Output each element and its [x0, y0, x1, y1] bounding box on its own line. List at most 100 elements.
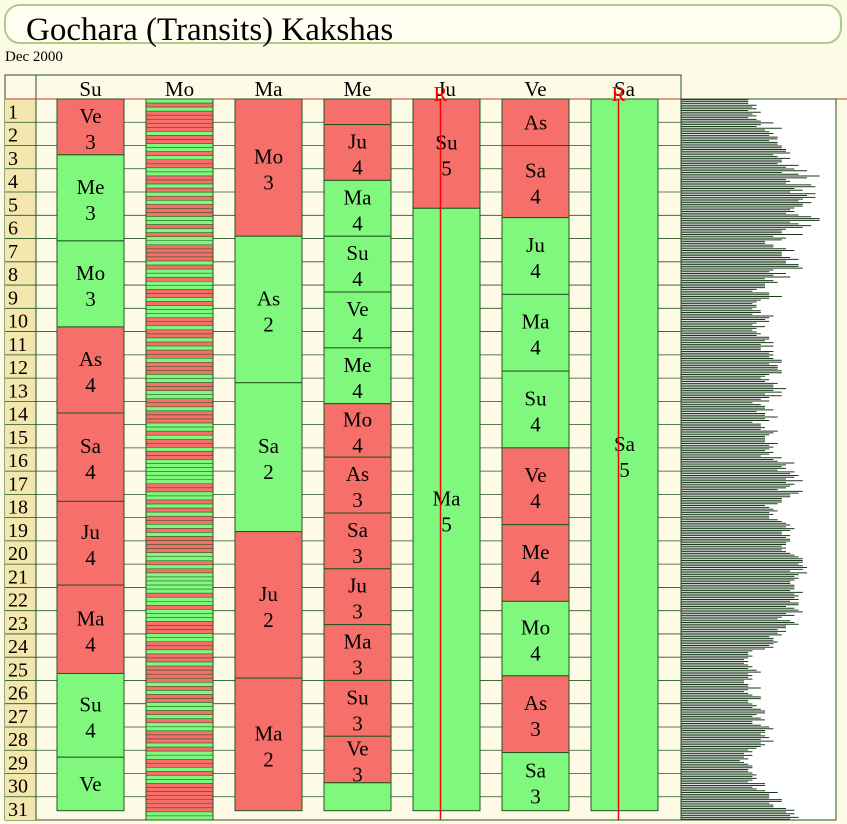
- moon-stripe: [145, 754, 214, 760]
- day-column-bg: [5, 99, 36, 820]
- kaksha-block: [323, 124, 392, 181]
- moon-stripe: [145, 289, 214, 294]
- moon-stripe: [145, 224, 214, 229]
- kaksha-block: [501, 524, 570, 602]
- moon-stripe: [145, 601, 214, 606]
- kaksha-block: [501, 675, 570, 754]
- moon-stripe: [145, 629, 214, 634]
- moon-stripe: [145, 151, 214, 156]
- block-bindu: 4: [530, 259, 541, 283]
- moon-stripe: [145, 422, 214, 428]
- day-number: 10: [8, 311, 28, 333]
- moon-stripe: [145, 200, 214, 205]
- block-lord: As: [346, 462, 369, 486]
- day-number: 11: [8, 334, 27, 356]
- moon-stripe: [145, 532, 214, 537]
- moon-stripe: [145, 528, 214, 533]
- day-number: 16: [8, 450, 28, 472]
- moon-stripe: [145, 123, 214, 128]
- moon-stripe: [145, 260, 214, 266]
- block-lord: Ma: [344, 185, 373, 209]
- day-number: 6: [8, 218, 18, 240]
- moon-stripe: [145, 483, 214, 489]
- day-number: 18: [8, 497, 28, 519]
- moon-stripe: [145, 228, 214, 233]
- moon-stripe: [145, 463, 214, 468]
- day-number: 29: [8, 752, 28, 774]
- kaksha-block: [234, 677, 303, 812]
- block-lord: Ma: [255, 721, 284, 745]
- moon-stripe: [145, 455, 214, 460]
- moon-stripe: [145, 511, 214, 517]
- moon-stripe: [145, 552, 214, 557]
- block-lord: Sa: [525, 159, 547, 183]
- kaksha-block: [412, 98, 481, 209]
- block-lord: Ve: [346, 737, 368, 761]
- moon-stripe: [145, 244, 214, 250]
- moon-stripe: [145, 742, 214, 748]
- block-lord: Me: [344, 353, 372, 377]
- moon-stripe: [145, 208, 214, 213]
- kaksha-block: [501, 752, 570, 812]
- moon-stripe: [145, 362, 214, 367]
- day-number: 20: [8, 543, 28, 565]
- moon-stripe: [145, 613, 214, 618]
- column-header-ma: Ma: [255, 77, 284, 101]
- block-bindu: 4: [530, 566, 541, 590]
- moon-stripe: [145, 301, 214, 306]
- moon-stripe: [145, 653, 214, 659]
- day-number: 3: [8, 148, 18, 170]
- moon-stripe: [145, 337, 214, 343]
- block-lord: Ju: [348, 574, 367, 598]
- moon-stripe: [145, 191, 214, 197]
- moon-stripe: [145, 548, 214, 553]
- block-bindu: 5: [441, 513, 452, 537]
- block-bindu: 2: [263, 608, 274, 632]
- moon-stripe: [145, 520, 214, 525]
- block-bindu: 4: [352, 211, 363, 235]
- kaksha-block: [234, 382, 303, 533]
- kaksha-block: [56, 672, 125, 758]
- block-lord: Sa: [80, 434, 102, 458]
- block-lord: Ma: [433, 487, 462, 511]
- day-number: 4: [8, 171, 18, 193]
- block-bindu: 4: [530, 336, 541, 360]
- moon-stripe: [145, 317, 214, 323]
- moon-stripe: [145, 264, 214, 270]
- day-number: 19: [8, 520, 28, 542]
- moon-stripe: [145, 171, 214, 177]
- moon-stripe: [145, 803, 214, 809]
- moon-stripe: [145, 734, 214, 740]
- moon-stripe: [145, 540, 214, 545]
- block-bindu: 4: [352, 379, 363, 403]
- moon-stripe: [145, 621, 214, 626]
- moon-stripe: [145, 677, 214, 683]
- block-lord: As: [524, 110, 547, 134]
- day-number: 27: [8, 706, 28, 728]
- moon-stripe: [145, 135, 214, 140]
- moon-stripe: [145, 276, 214, 282]
- moon-stripe: [145, 617, 214, 622]
- block-bindu: 3: [530, 717, 541, 741]
- moon-stripe: [145, 212, 214, 217]
- moon-stripe: [145, 767, 214, 772]
- moon-stripe: [145, 378, 214, 383]
- moon-stripe: [145, 641, 214, 647]
- moon-stripe: [145, 131, 214, 136]
- moon-stripe: [145, 811, 214, 817]
- day-number: 7: [8, 241, 18, 263]
- moon-stripe: [145, 374, 214, 379]
- block-bindu: 4: [352, 267, 363, 291]
- moon-stripe: [145, 682, 214, 687]
- moon-stripe: [145, 353, 214, 359]
- moon-stripe: [145, 382, 214, 387]
- moon-stripe: [145, 281, 214, 286]
- moon-stripe: [145, 305, 214, 310]
- moon-stripe: [145, 175, 214, 181]
- moon-stripe: [145, 366, 214, 371]
- moon-stripe: [145, 114, 214, 120]
- block-lord: Ma: [344, 630, 373, 654]
- moon-stripe: [145, 807, 214, 813]
- block-bindu: 3: [352, 763, 363, 787]
- block-bindu: 3: [85, 201, 96, 225]
